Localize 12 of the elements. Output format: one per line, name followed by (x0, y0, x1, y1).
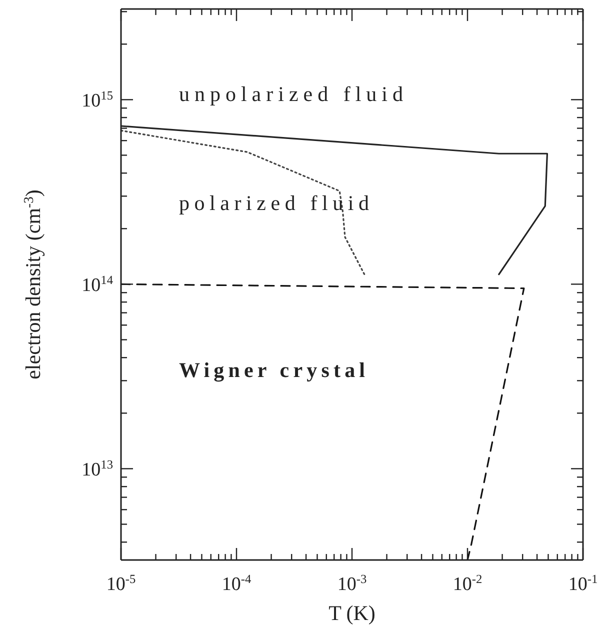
y-tick-label: 10$^{13}$ (82, 458, 113, 481)
x-tick-label: 10$^{-5}$ (106, 572, 136, 595)
y-tick-label: 10$^{14}$ (82, 273, 113, 296)
annotation: polarized fluid (179, 191, 370, 215)
x-tick-label: 10$^{-3}$ (337, 572, 367, 595)
x-tick-label: 10$^{-2}$ (452, 572, 482, 595)
annotation: unpolarized fluid (179, 82, 404, 106)
x-tick-label: 10$^{-4}$ (222, 572, 252, 595)
y-tick-label: 10$^{15}$ (82, 88, 113, 112)
x-tick-label: 10$^{-1}$ (568, 572, 598, 595)
x-axis-title: T (K) (328, 601, 376, 625)
annotation: Wigner crystal (179, 358, 366, 382)
